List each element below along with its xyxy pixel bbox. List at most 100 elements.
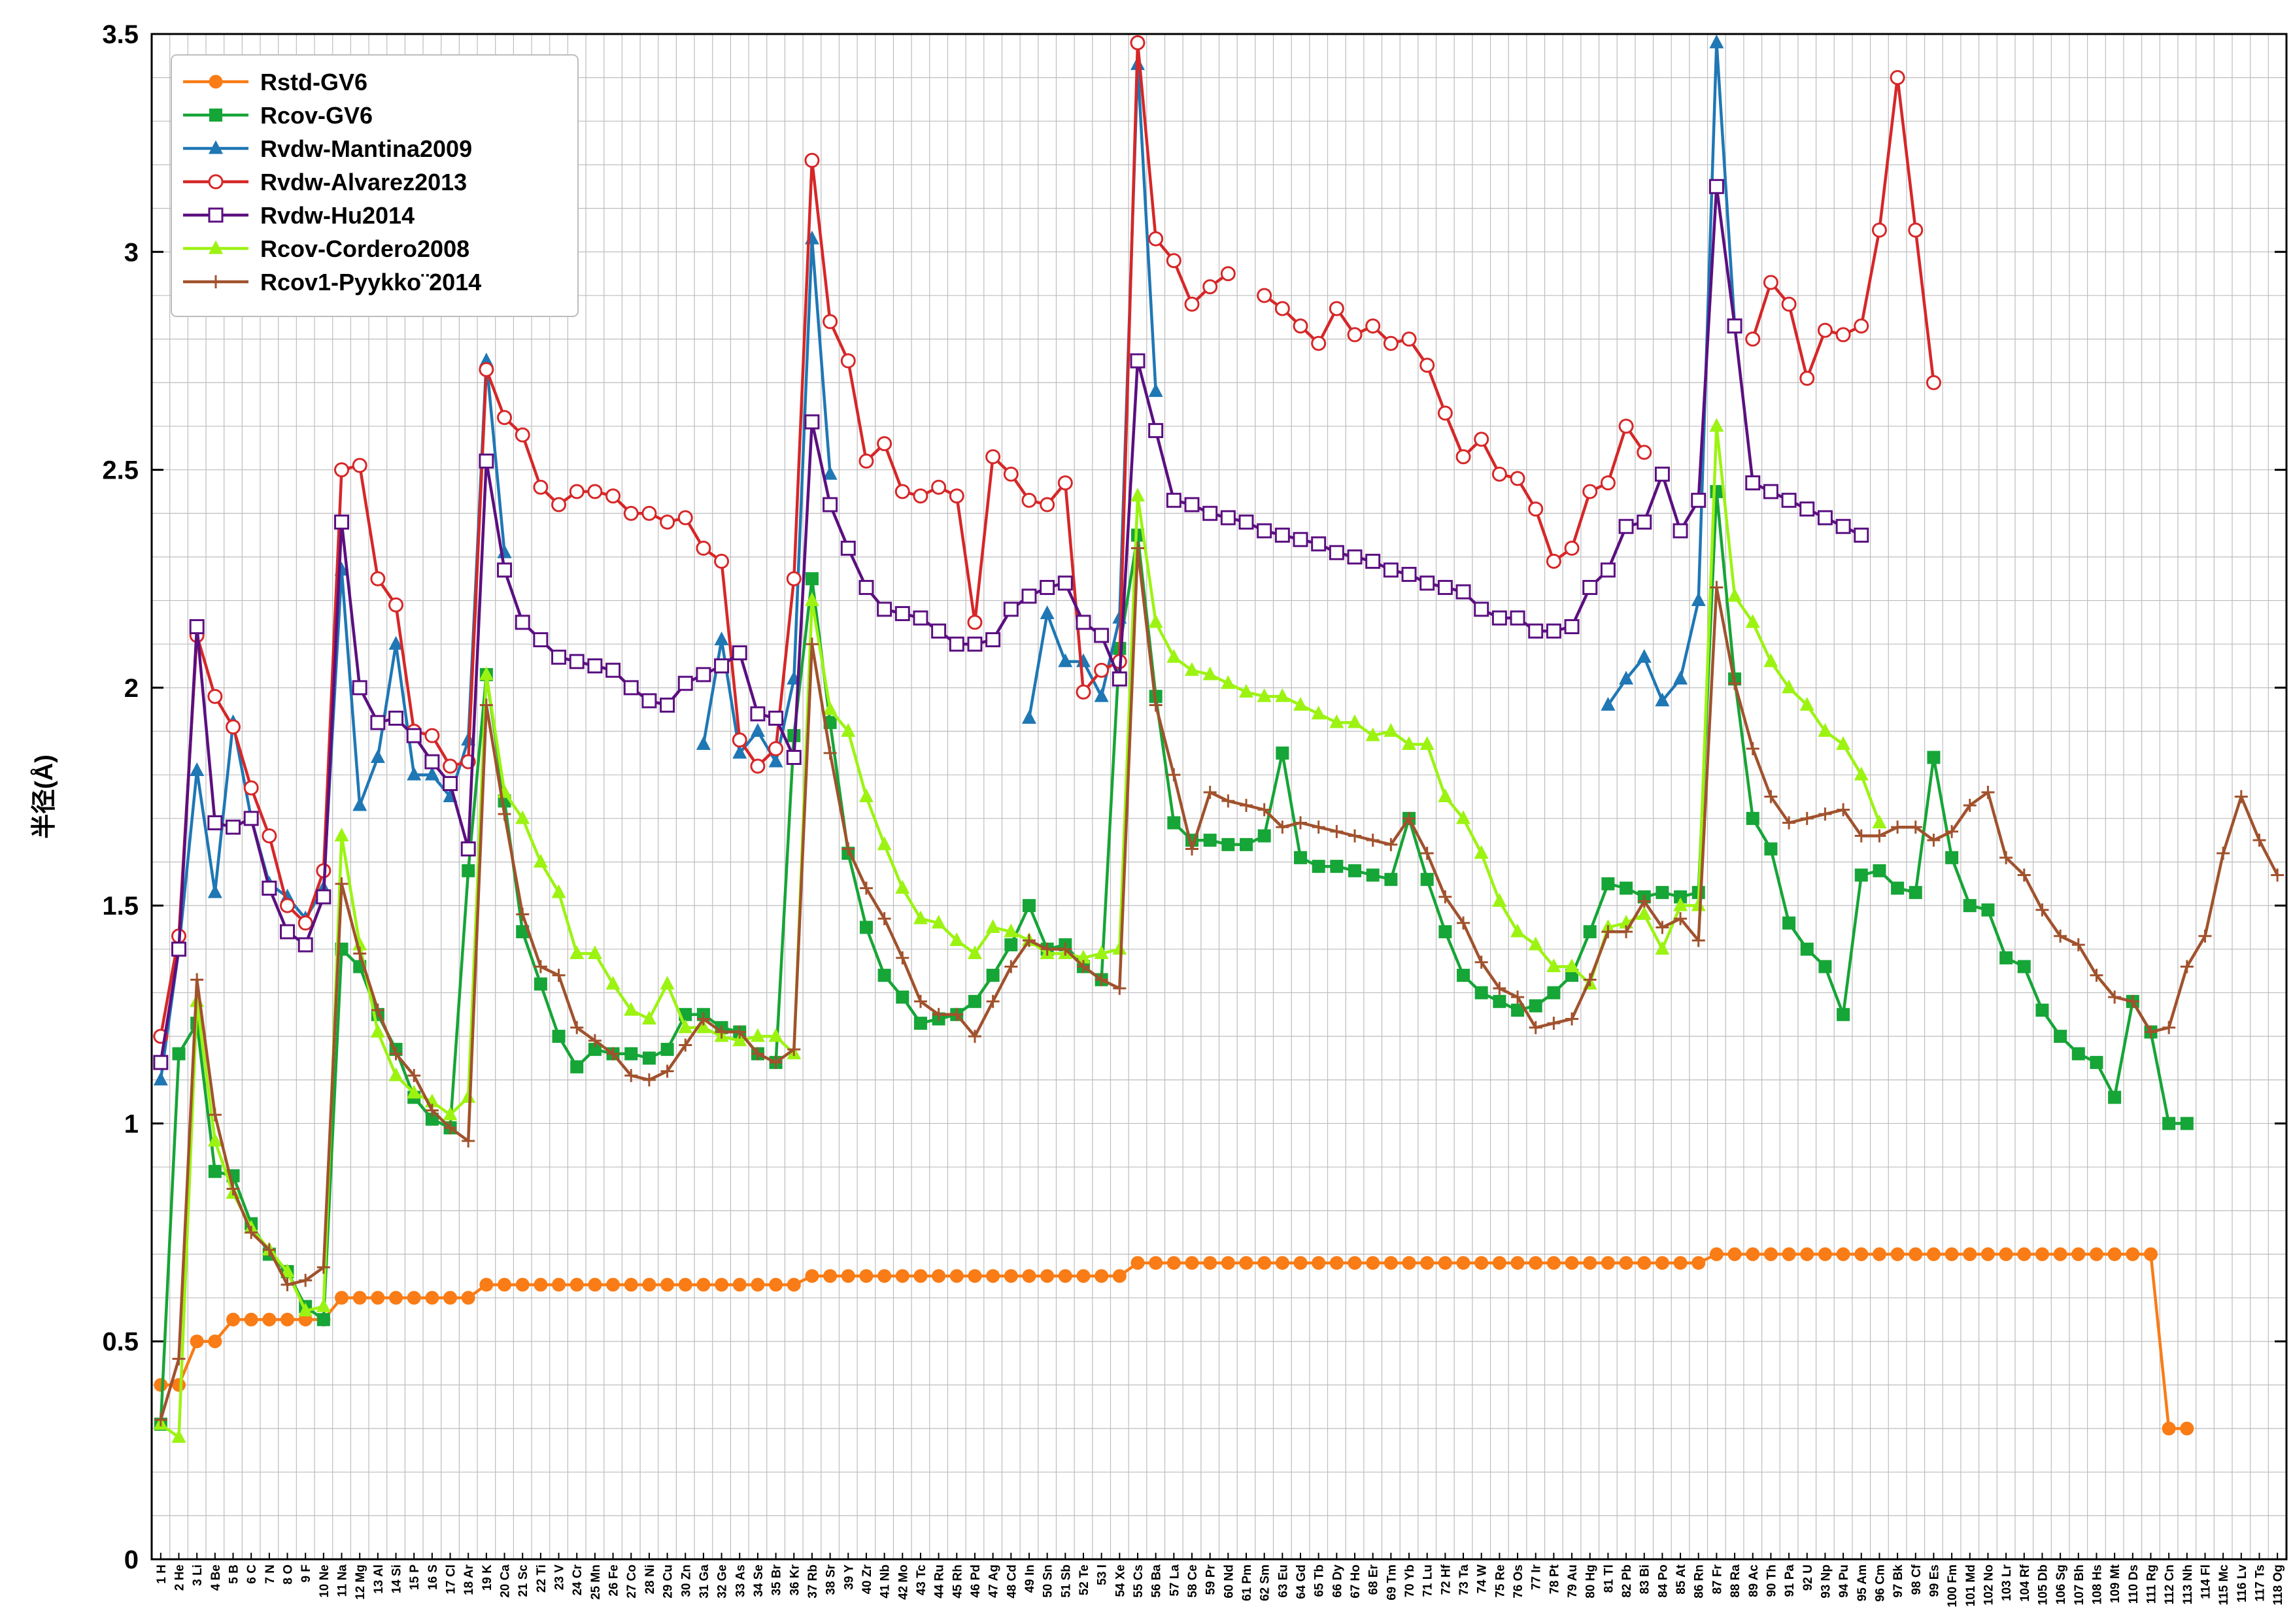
data-point (950, 1007, 964, 1021)
x-tick-label: 64 Gd (1295, 1565, 1308, 1599)
data-point (1493, 994, 1506, 1008)
data-point (479, 666, 494, 681)
x-tick-label: 2 He (173, 1565, 187, 1591)
data-point (859, 1269, 874, 1283)
data-point (606, 1277, 620, 1292)
data-point (208, 1334, 222, 1349)
y-tick-label: 2 (124, 674, 139, 703)
data-point (226, 1312, 241, 1327)
plot-frame (150, 33, 2288, 1561)
data-point (804, 152, 820, 168)
data-point (352, 1291, 367, 1305)
data-point (1366, 1256, 1380, 1270)
data-point (1871, 222, 1887, 238)
data-point (1455, 584, 1471, 600)
data-point (1130, 528, 1144, 542)
data-point (623, 680, 639, 696)
data-point (1601, 877, 1615, 890)
data-point (1040, 1269, 1055, 1283)
x-tick-label: 15 P (408, 1565, 422, 1590)
data-point (624, 1002, 639, 1016)
data-point (1094, 628, 1110, 643)
x-tick-label: 109 Mt (2109, 1564, 2122, 1603)
data-point (370, 571, 386, 586)
data-point (696, 736, 711, 751)
data-point (1402, 1256, 1416, 1270)
data-point (461, 1089, 476, 1103)
x-tick-label: 18 Ar (462, 1564, 476, 1595)
x-tick-label: 67 Ho (1349, 1565, 1363, 1599)
data-point (967, 636, 983, 652)
x-tick-label: 113 Nh (2181, 1565, 2195, 1604)
data-point (1203, 834, 1217, 847)
legend-marker (209, 75, 223, 89)
x-tick-label: 19 K (481, 1565, 494, 1591)
data-point (1818, 807, 1832, 821)
data-point (2108, 1091, 2122, 1104)
data-point (1654, 466, 1670, 482)
data-point (1347, 327, 1363, 343)
data-point (605, 975, 620, 990)
data-point (461, 1291, 475, 1305)
data-point (370, 1023, 385, 1038)
data-point (1166, 649, 1181, 663)
data-point (1673, 671, 1688, 685)
data-point (1040, 605, 1055, 620)
data-point (623, 505, 639, 521)
data-point (823, 465, 838, 480)
data-point (1999, 1247, 2013, 1261)
data-point (462, 1134, 475, 1148)
data-point (2144, 1025, 2158, 1039)
data-point (1366, 834, 1380, 847)
data-point (804, 592, 819, 607)
data-point (226, 819, 241, 835)
data-point (1836, 736, 1851, 751)
data-point (262, 1243, 276, 1257)
data-point (443, 758, 458, 774)
data-point (552, 1277, 566, 1292)
data-point (1474, 431, 1489, 447)
x-tick-label: 9 F (299, 1565, 313, 1582)
data-point (1257, 803, 1271, 817)
x-tick-label: 96 Cm (1873, 1565, 1887, 1602)
data-point (733, 1025, 747, 1039)
data-point (985, 919, 1000, 933)
x-tick-label: 106 Sg (2054, 1565, 2068, 1604)
data-point (1817, 510, 1833, 526)
data-point (1510, 1256, 1525, 1270)
data-point (2054, 929, 2067, 943)
data-point (1437, 580, 1453, 596)
data-point (804, 414, 820, 430)
x-tick-label: 87 Fr (1710, 1564, 1724, 1594)
x-tick-label: 48 Cd (1005, 1565, 1019, 1599)
data-point (605, 488, 621, 504)
x-tick-label: 26 Fe (607, 1565, 621, 1597)
data-point (967, 945, 982, 959)
data-point (2162, 1117, 2176, 1130)
data-point (226, 1182, 240, 1196)
data-point (1148, 423, 1164, 439)
data-point (1637, 515, 1652, 530)
data-point (732, 745, 747, 759)
data-point (1293, 697, 1308, 711)
data-point (696, 1277, 711, 1292)
x-tick-label: 57 La (1168, 1565, 1181, 1597)
data-point (986, 994, 1000, 1008)
data-point (840, 541, 856, 556)
data-point (913, 910, 928, 924)
data-point (1763, 653, 1778, 668)
legend-label: Rcov-Cordero2008 (260, 235, 469, 262)
x-tick-label: 13 Al (372, 1565, 386, 1594)
data-point (1926, 375, 1941, 390)
data-point (2090, 968, 2103, 982)
data-point (588, 1043, 602, 1057)
data-point (1691, 934, 1705, 947)
data-point (406, 728, 422, 743)
x-tick-label: 77 Ir (1530, 1564, 1544, 1590)
data-point (207, 1132, 222, 1147)
data-point (786, 571, 802, 586)
data-point (1455, 449, 1471, 465)
data-point (1148, 614, 1163, 628)
data-point (1004, 923, 1019, 938)
data-point (498, 1277, 512, 1292)
